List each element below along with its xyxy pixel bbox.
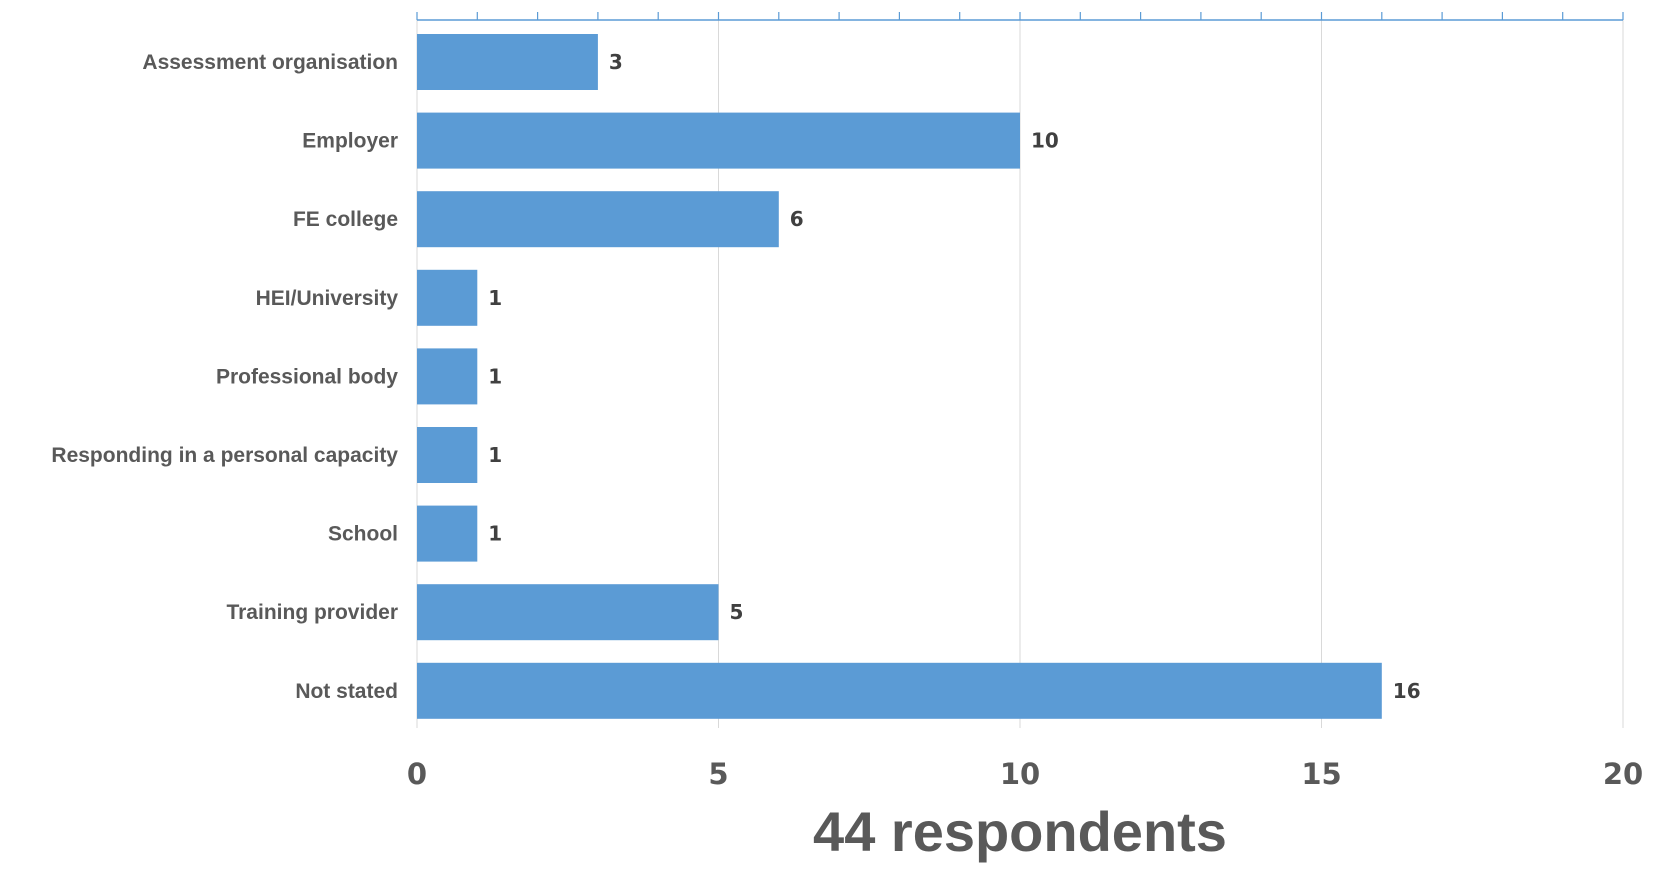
data-label: 5 xyxy=(730,600,744,624)
data-label: 10 xyxy=(1031,129,1059,153)
data-labels: 3 10 6 1 1 1 1 5 16 xyxy=(488,50,1420,703)
x-tick-label: 15 xyxy=(1301,757,1341,791)
data-label: 1 xyxy=(488,443,502,467)
data-label: 1 xyxy=(488,364,502,388)
category-label: Not stated xyxy=(295,680,398,703)
bar xyxy=(417,348,478,405)
category-label: Professional body xyxy=(216,365,398,388)
x-tick-label: 0 xyxy=(407,757,427,791)
x-tick-label: 5 xyxy=(708,757,728,791)
bar xyxy=(417,427,478,483)
bar xyxy=(417,584,719,641)
category-label: Employer xyxy=(302,130,398,153)
x-tick-label: 10 xyxy=(1000,757,1040,791)
data-label: 1 xyxy=(488,286,502,310)
x-axis-title: 44 respondents xyxy=(813,800,1227,863)
category-label: HEI/University xyxy=(256,287,399,310)
bar xyxy=(417,34,598,90)
bar xyxy=(417,662,1382,719)
bars xyxy=(417,34,1382,719)
data-label: 16 xyxy=(1393,679,1421,703)
bar xyxy=(417,505,478,562)
data-label: 6 xyxy=(790,207,804,231)
category-label: Responding in a personal capacity xyxy=(51,444,398,467)
data-label: 3 xyxy=(609,50,623,74)
category-label: FE college xyxy=(293,208,398,231)
bar xyxy=(417,191,779,248)
x-tick-label: 20 xyxy=(1603,757,1643,791)
bar xyxy=(417,269,478,326)
data-label: 1 xyxy=(488,522,502,546)
category-label: School xyxy=(328,523,398,546)
top-axis xyxy=(416,12,1624,21)
category-label: Training provider xyxy=(226,601,398,624)
category-label: Assessment organisation xyxy=(142,51,398,74)
x-tick-labels: 0 5 10 15 20 xyxy=(407,757,1643,791)
bar xyxy=(417,112,1020,169)
category-labels: Assessment organisation Employer FE colleg… xyxy=(51,51,398,703)
